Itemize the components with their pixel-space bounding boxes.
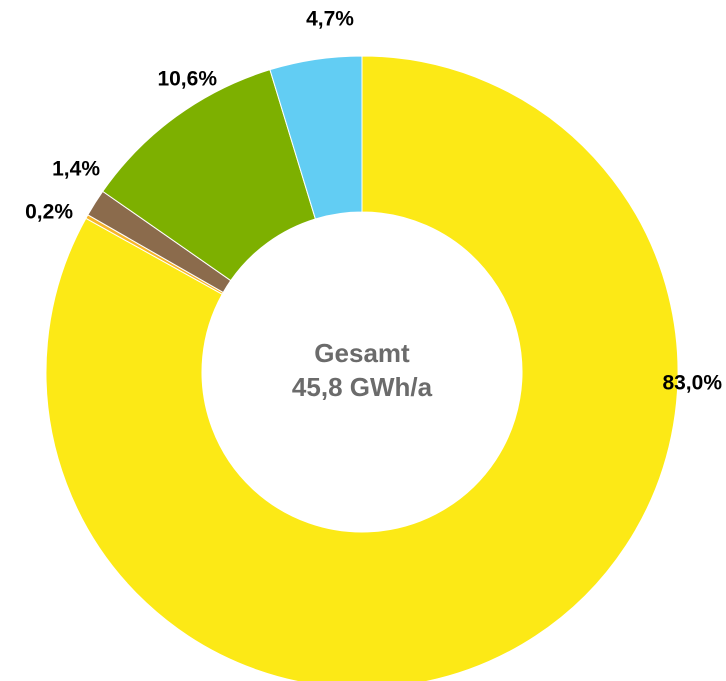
center-label: Gesamt [314, 338, 410, 368]
data-label: 83,0% [662, 372, 722, 395]
data-label: 10,6% [157, 68, 217, 91]
slices [45, 55, 679, 681]
data-label: 0,2% [25, 201, 73, 224]
center-label: 45,8 GWh/a [292, 372, 433, 402]
slice [269, 55, 363, 220]
data-label: 4,7% [306, 8, 354, 31]
data-label: 1,4% [52, 158, 100, 181]
slice [45, 55, 679, 681]
